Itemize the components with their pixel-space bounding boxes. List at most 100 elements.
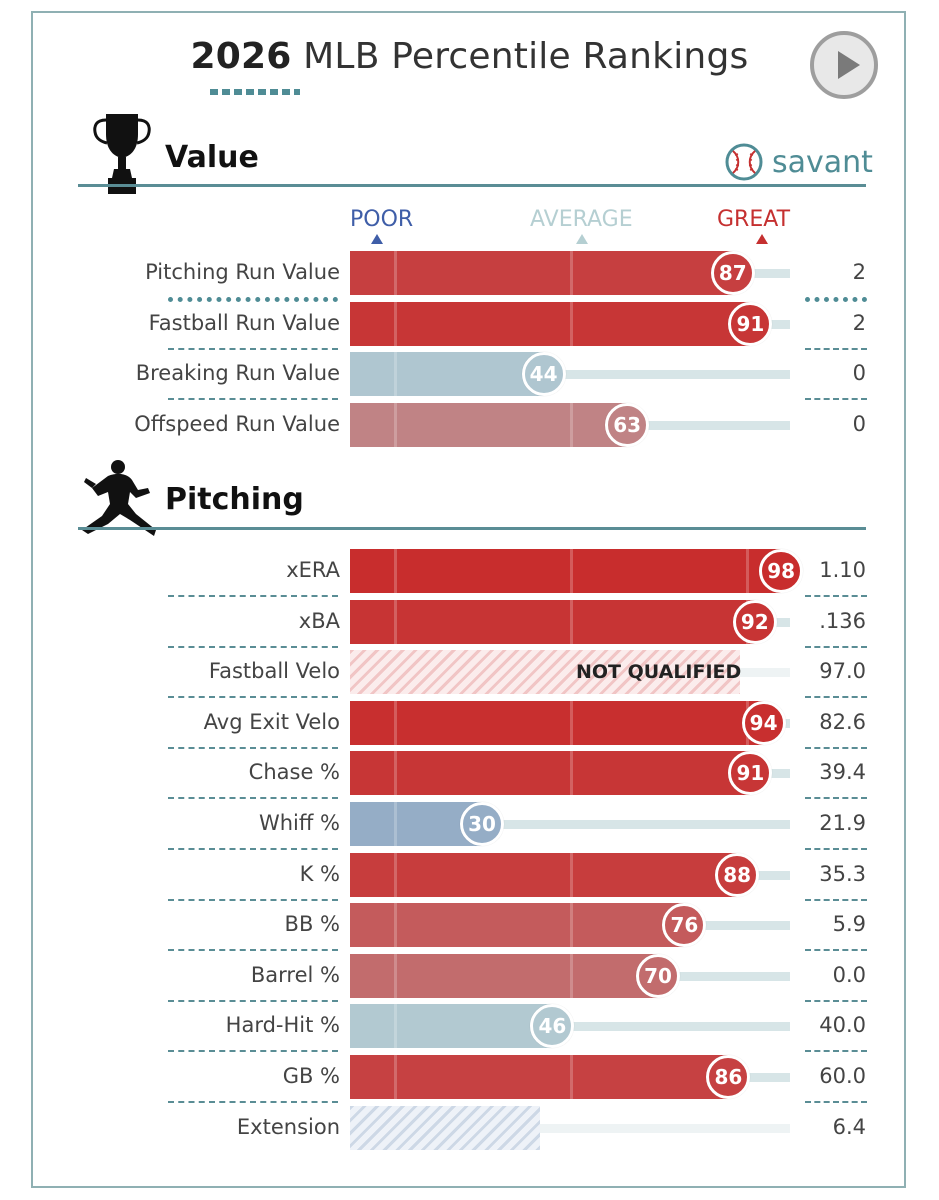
row-separator-right bbox=[805, 999, 867, 1002]
gridline-10 bbox=[394, 549, 397, 593]
row-label-offspeed-run-value: Offspeed Run Value bbox=[134, 411, 340, 436]
percentile-badge-pitching-run-value: 87 bbox=[710, 251, 755, 295]
bar-extension-no-data bbox=[350, 1105, 540, 1150]
bar-xba bbox=[350, 599, 755, 644]
row-value-chase: 39.4 bbox=[819, 760, 866, 785]
row-value-fastball-run-value: 2 bbox=[852, 310, 866, 335]
bar-avg-exit-velo bbox=[350, 700, 764, 745]
row-separator-right bbox=[805, 1050, 867, 1053]
scale-marker-poor bbox=[371, 234, 383, 244]
percentile-badge-k: 88 bbox=[715, 852, 760, 897]
gridline-10 bbox=[394, 802, 397, 846]
row-separator-left bbox=[168, 347, 338, 350]
row-label-k: K % bbox=[299, 861, 340, 886]
gridline-10 bbox=[394, 599, 397, 644]
row-label-breaking-run-value: Breaking Run Value bbox=[135, 361, 340, 385]
gridline-10 bbox=[394, 1055, 397, 1099]
bar-barrel bbox=[350, 953, 658, 998]
pitching-section-rule bbox=[78, 527, 866, 530]
gridline-10 bbox=[394, 352, 397, 396]
bar-k bbox=[350, 852, 738, 897]
value-section-rule bbox=[78, 184, 866, 187]
row-separator-right bbox=[805, 398, 867, 400]
row-label-gb: GB % bbox=[282, 1064, 340, 1088]
row-separator-left bbox=[168, 595, 338, 597]
row-separator-right bbox=[805, 645, 867, 648]
row-label-extension: Extension bbox=[236, 1114, 340, 1139]
title-text: MLB Percentile Rankings bbox=[303, 36, 749, 77]
row-separator-left bbox=[168, 1050, 338, 1053]
gridline-50 bbox=[570, 549, 573, 593]
row-value-hard-hit: 40.0 bbox=[819, 1013, 866, 1038]
row-separator-left bbox=[168, 797, 338, 800]
row-label-avg-exit-velo: Avg Exit Velo bbox=[203, 709, 340, 734]
row-separator-left bbox=[168, 746, 338, 749]
row-label-fastball-velo: Fastball Velo bbox=[208, 659, 340, 684]
gridline-50 bbox=[570, 751, 573, 796]
bar-breaking-run-value bbox=[350, 352, 544, 396]
bar-bb bbox=[350, 903, 685, 948]
row-separator-left bbox=[168, 949, 338, 952]
baseball-icon bbox=[725, 143, 763, 181]
percentile-badge-fastball-run-value: 91 bbox=[728, 301, 773, 346]
gridline-50 bbox=[570, 301, 573, 346]
scale-label-average: AVERAGE bbox=[530, 207, 633, 232]
row-label-pitching-run-value: Pitching Run Value bbox=[145, 260, 340, 284]
bar-fastball-run-value bbox=[350, 301, 751, 346]
play-button[interactable] bbox=[810, 31, 878, 99]
pitching-section-title: Pitching bbox=[165, 482, 304, 517]
percentile-badge-breaking-run-value: 44 bbox=[521, 352, 566, 396]
not-qualified-label: NOT QUALIFIED bbox=[576, 661, 742, 684]
row-label-chase: Chase % bbox=[248, 760, 340, 785]
row-value-whiff: 21.9 bbox=[819, 811, 866, 835]
bar-offspeed-run-value bbox=[350, 402, 628, 447]
page-title: 2026 MLB Percentile Rankings bbox=[0, 36, 939, 77]
row-value-pitching-run-value: 2 bbox=[852, 260, 866, 284]
row-separator-right bbox=[805, 746, 867, 749]
percentile-badge-gb: 86 bbox=[706, 1055, 751, 1099]
row-separator-left bbox=[168, 848, 338, 850]
savant-wordmark: savant bbox=[772, 144, 873, 180]
bar-xera bbox=[350, 549, 782, 593]
bar-track-breaking-run-value bbox=[543, 370, 790, 379]
row-separator-left bbox=[168, 398, 338, 400]
gridline-10 bbox=[394, 852, 397, 897]
bar-hard-hit bbox=[350, 1004, 553, 1049]
percentile-badge-offspeed-run-value: 63 bbox=[605, 402, 650, 447]
gridline-10 bbox=[394, 751, 397, 796]
gridline-50 bbox=[570, 903, 573, 948]
row-value-avg-exit-velo: 82.6 bbox=[819, 709, 866, 734]
gridline-10 bbox=[394, 301, 397, 346]
bar-track-extension bbox=[540, 1123, 790, 1133]
row-separator-right bbox=[805, 1101, 867, 1103]
row-separator-right bbox=[805, 347, 867, 350]
title-year: 2026 bbox=[190, 36, 292, 77]
percentile-badge-bb: 76 bbox=[662, 903, 707, 948]
row-separator-left bbox=[168, 999, 338, 1002]
row-separator-right bbox=[805, 595, 867, 597]
gridline-50 bbox=[570, 1055, 573, 1099]
scale-label-great: GREAT bbox=[717, 207, 791, 232]
row-label-xba: xBA bbox=[298, 608, 340, 633]
percentile-badge-avg-exit-velo: 94 bbox=[741, 700, 786, 745]
percentile-badge-whiff: 30 bbox=[460, 802, 504, 846]
percentile-badge-xera: 98 bbox=[759, 549, 804, 593]
scale-marker-average bbox=[576, 234, 588, 244]
row-value-bb: 5.9 bbox=[832, 912, 866, 937]
row-label-bb: BB % bbox=[284, 912, 340, 937]
percentile-badge-chase: 91 bbox=[728, 751, 773, 796]
gridline-50 bbox=[570, 852, 573, 897]
row-value-extension: 6.4 bbox=[832, 1114, 866, 1139]
scale-marker-great bbox=[756, 234, 768, 244]
row-value-xera: 1.10 bbox=[819, 558, 866, 582]
gridline-50 bbox=[570, 402, 573, 447]
row-separator-right bbox=[805, 797, 867, 800]
bar-gb bbox=[350, 1055, 729, 1099]
bar-track-whiff bbox=[482, 820, 790, 829]
row-value-offspeed-run-value: 0 bbox=[852, 411, 866, 436]
gridline-10 bbox=[394, 903, 397, 948]
row-separator-left bbox=[168, 297, 338, 302]
row-value-breaking-run-value: 0 bbox=[852, 361, 866, 385]
trophy-icon bbox=[93, 114, 151, 194]
row-separator-right bbox=[805, 696, 867, 699]
